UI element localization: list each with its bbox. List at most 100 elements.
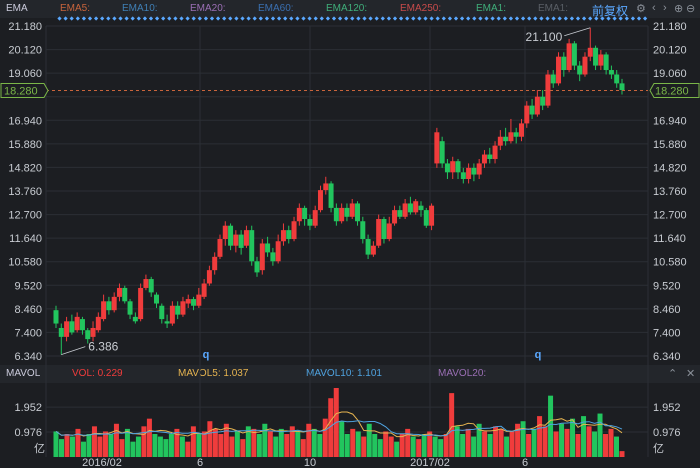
price-tick-label: 10.580 [653,257,687,269]
chevron-left-icon[interactable]: ‹ [652,2,656,14]
candle-body [582,56,588,75]
volume-bar [421,434,427,457]
candle-body [476,163,482,175]
volume-bar [273,436,279,457]
candle-body [302,207,308,220]
gear-icon[interactable]: ⚙ [636,3,646,15]
volume-bar [405,428,411,457]
candle-body [185,299,191,304]
indicator-name[interactable]: EMA [6,3,28,14]
volume-bar [141,426,147,457]
mavol10-line [55,420,623,437]
volume-bar [207,421,213,457]
candle-body [365,239,371,255]
volume-bar [493,426,499,457]
volume-bar [185,441,191,457]
volume-bar [69,436,75,457]
mavol5-line [55,411,623,438]
candle-body [481,154,487,164]
candle-body [280,230,286,242]
volume-bar [218,434,224,457]
price-tick-label: 19.060 [653,68,687,80]
volume-bar [498,428,504,457]
volume-bar [394,441,400,457]
volume-bar [372,434,378,457]
candle-body [397,210,403,217]
candle-body [587,47,593,57]
volume-bar [317,434,323,457]
volume-bar [416,439,422,457]
candle-body [392,210,398,224]
volume-bar [619,451,625,457]
volume-bar [487,434,493,457]
volume-bar [586,426,592,457]
volume-bar [438,439,444,457]
volume-bar [614,436,620,457]
price-tick-label: 7.400 [14,327,42,339]
candle-body [497,136,503,146]
volume-bar [575,434,581,457]
indicator-header-bar: EMA EMA5: EMA10: EMA20: EMA60: EMA120: E… [0,0,700,18]
price-tick-label: 13.760 [653,186,687,198]
candle-body [90,327,96,337]
candle-body [566,43,572,71]
candle-body [275,241,281,262]
candle-body [317,190,323,211]
volume-bar [592,431,598,457]
adjust-mode-button[interactable]: 前复权 [592,4,629,18]
minus-icon[interactable]: ⊖ [686,3,696,15]
candle-body [418,205,424,211]
price-tick-label: 8.460 [653,304,681,316]
candle-body [402,203,408,217]
chevron-right-icon[interactable]: › [663,2,667,14]
candle-body [376,219,382,246]
volume-bar [322,418,328,457]
ema10-label: EMA10: [122,3,158,14]
candle-body [116,287,122,297]
candle-body [243,230,249,246]
volume-tick-label: 1.952 [653,402,681,414]
candle-body [58,327,64,337]
volume-bar [471,436,477,457]
close-icon[interactable]: ✕ [686,368,696,380]
candle-body [550,74,556,84]
ema1-secondary-label: EMA1: [538,3,569,14]
volume-header-bar: MAVOL VOL: 0.229 MAVOL5: 1.037 MAVOL10: … [0,365,700,383]
chevron-up-icon[interactable]: ⌃ [668,368,678,380]
volume-indicator-name[interactable]: MAVOL [6,368,41,379]
candle-body [577,65,583,75]
volume-bar [608,428,614,457]
volume-bar [366,423,372,457]
candle-body [233,234,239,246]
volume-bar [245,426,251,457]
volume-bar [377,439,383,457]
plus-icon[interactable]: ⊕ [674,3,684,15]
candle-body [222,225,228,240]
price-tick-label: 10.580 [8,257,42,269]
volume-bar [333,388,339,457]
candle-body [307,219,313,226]
candle-body [101,301,107,320]
volume-bar [465,428,471,457]
event-marker-q[interactable]: q [203,349,210,361]
volume-bar [531,428,537,457]
candle-body [291,221,297,240]
candle-body [593,47,599,66]
volume-bar [229,436,235,457]
candle-body [175,305,181,315]
high-price-label: 21.100 [526,30,563,44]
candle-body [196,294,202,306]
candle-body [169,305,175,324]
volume-bar [482,431,488,457]
volume-bar [168,434,174,457]
candle-body [79,319,85,331]
volume-bar [570,418,576,457]
event-marker-q[interactable]: q [535,349,542,361]
volume-bar [443,434,449,457]
volume-bar [130,441,136,457]
volume-bar [262,423,268,457]
volume-bar [542,426,548,457]
candle-body [312,210,318,226]
candle-body [339,207,345,222]
